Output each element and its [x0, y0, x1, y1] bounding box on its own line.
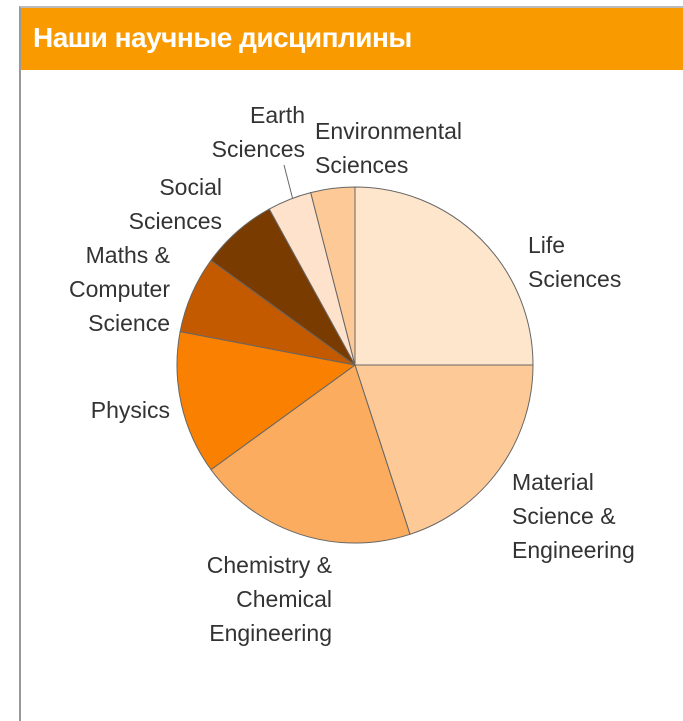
slice-label: Physics	[90, 397, 170, 423]
header-title: Наши научные дисциплины	[33, 22, 412, 53]
panel	[19, 6, 683, 721]
pie-slice	[176, 331, 357, 471]
slice-label: Chemistry & Chemical Engineering	[206, 552, 332, 646]
slice-label: Earth Sciences	[211, 102, 305, 162]
pie-slice	[354, 364, 534, 535]
slice-label: Material Science & Engineering	[512, 469, 635, 563]
header: Наши научные дисциплины	[21, 8, 683, 70]
pie-slice	[310, 186, 356, 366]
slice-label: Life Sciences	[528, 232, 622, 292]
pie-slice	[210, 364, 411, 544]
slice-label: Maths & Computer Science	[69, 242, 170, 336]
leader-line	[283, 164, 294, 201]
slice-label: Environmental Sciences	[315, 118, 463, 178]
pie-slice	[354, 186, 534, 366]
slice-label: Social Sciences	[128, 174, 222, 234]
